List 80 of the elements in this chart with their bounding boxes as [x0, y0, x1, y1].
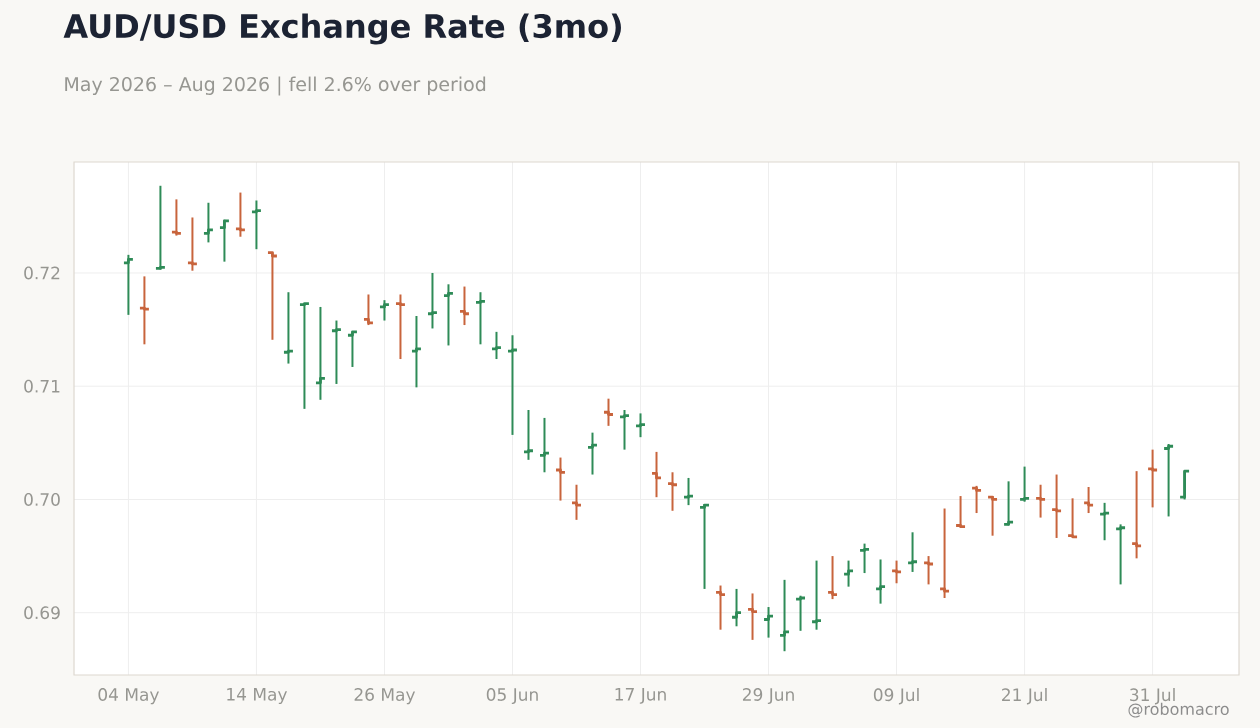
candlestick	[266, 251, 279, 341]
x-tick-label: 14 May	[227, 688, 288, 704]
candlestick	[794, 594, 807, 632]
candlestick	[554, 456, 567, 502]
candlestick	[474, 291, 487, 346]
candlestick	[1114, 523, 1127, 586]
candlestick	[170, 198, 183, 237]
candlestick	[714, 584, 727, 631]
candlestick	[586, 431, 599, 476]
candlestick	[730, 587, 743, 628]
candlestick	[842, 559, 855, 588]
x-tick-label: 09 Jul	[873, 688, 919, 705]
candlestick	[874, 558, 887, 605]
x-tick-label: 04 May	[98, 688, 159, 705]
candlestick	[314, 305, 327, 401]
chart-title: AUD/USD Exchange Rate (3mo)	[63, 13, 621, 45]
x-tick-label: 21 Jul	[1002, 688, 1047, 705]
candlestick	[858, 542, 871, 575]
candlestick	[538, 416, 551, 474]
candlestick	[938, 507, 951, 599]
candlestick	[426, 271, 439, 330]
y-tick-label: 0.70	[24, 493, 60, 506]
candlestick	[330, 319, 343, 385]
candlestick	[362, 293, 375, 327]
candlestick	[698, 502, 711, 590]
candlestick	[986, 495, 999, 537]
candlestick	[762, 606, 775, 639]
candlestick	[250, 199, 263, 251]
candlestick	[442, 283, 455, 347]
candlestick	[570, 483, 583, 521]
candlestick	[410, 315, 423, 389]
candlestick	[298, 302, 311, 410]
y-tick-label: 0.69	[24, 606, 60, 620]
candlestick	[618, 408, 631, 451]
candlestick	[746, 592, 759, 641]
y-tick-label: 0.71	[24, 379, 60, 393]
candlestick	[682, 476, 695, 507]
candlestick	[1034, 483, 1047, 519]
candlestick	[922, 555, 935, 586]
candlestick	[394, 293, 407, 361]
candlestick	[1018, 465, 1031, 503]
x-tick-label: 17 Jun	[615, 688, 666, 704]
y-tick-label: 0.72	[24, 266, 60, 280]
candlestick	[522, 408, 535, 461]
candlestick	[186, 216, 199, 272]
candlestick	[346, 330, 359, 368]
candlestick	[1002, 480, 1015, 527]
candlestick	[826, 555, 839, 601]
candlestick	[202, 201, 215, 244]
candlestick	[970, 484, 983, 515]
candlestick	[666, 471, 679, 512]
candlestick	[810, 559, 823, 631]
candlestick	[778, 578, 791, 653]
candlestick	[154, 184, 167, 271]
candlestick	[650, 450, 663, 499]
candlestick	[1066, 497, 1079, 539]
candlestick	[458, 285, 471, 327]
candlestick	[954, 495, 967, 529]
x-tick-label: 05 Jun	[486, 688, 538, 705]
candlestick	[1162, 442, 1175, 518]
candlestick	[1130, 470, 1143, 560]
candlestick	[1050, 473, 1063, 539]
candlestick	[890, 559, 903, 585]
chart-subtitle: May 2026 – Aug 2026 | fell 2.6% over period	[65, 76, 486, 96]
x-tick-label: 29 Jun	[742, 688, 794, 705]
candlestick	[122, 253, 135, 316]
candlestick	[906, 531, 919, 573]
candlestick	[138, 275, 151, 346]
candlestick	[378, 299, 391, 322]
candlestick	[602, 397, 615, 427]
candlestick	[282, 291, 295, 365]
candlestick	[234, 191, 247, 238]
candlestick	[218, 218, 231, 263]
x-tick-label: 26 May	[354, 688, 416, 705]
candlestick	[1082, 486, 1095, 515]
candlestick	[1178, 469, 1191, 501]
candlestick	[634, 412, 647, 439]
candlestick	[490, 330, 503, 361]
candlestick	[1098, 501, 1111, 542]
candlestick	[1146, 448, 1159, 509]
